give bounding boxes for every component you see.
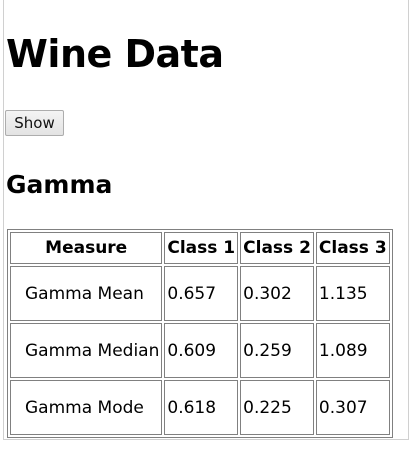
measure-cell: Gamma Median (10, 323, 163, 378)
class-1-cell: 0.657 (164, 266, 239, 321)
header-measure: Measure (10, 232, 163, 264)
class-3-cell: 1.135 (315, 266, 390, 321)
class-3-cell: 0.307 (315, 380, 390, 435)
class-2-cell: 0.302 (240, 266, 314, 321)
measure-cell: Gamma Mode (10, 380, 163, 435)
gamma-table: Measure Class 1 Class 2 Class 3 Gamma Me… (7, 229, 393, 438)
class-2-cell: 0.259 (240, 323, 314, 378)
table-header-row: Measure Class 1 Class 2 Class 3 (10, 232, 390, 264)
header-class-2: Class 2 (240, 232, 314, 264)
class-1-cell: 0.618 (164, 380, 239, 435)
table-row: Gamma Mode 0.618 0.225 0.307 (10, 380, 390, 435)
header-class-1: Class 1 (164, 232, 239, 264)
class-2-cell: 0.225 (240, 380, 314, 435)
right-border (408, 0, 409, 440)
table-row: Gamma Median 0.609 0.259 1.089 (10, 323, 390, 378)
class-3-cell: 1.089 (315, 323, 390, 378)
class-1-cell: 0.609 (164, 323, 239, 378)
page-title: Wine Data (6, 32, 224, 76)
measure-cell: Gamma Mean (10, 266, 163, 321)
header-class-3: Class 3 (315, 232, 390, 264)
section-title: Gamma (6, 170, 113, 199)
table-row: Gamma Mean 0.657 0.302 1.135 (10, 266, 390, 321)
show-button[interactable]: Show (5, 110, 64, 136)
left-border (3, 0, 4, 440)
bottom-border (3, 439, 409, 440)
